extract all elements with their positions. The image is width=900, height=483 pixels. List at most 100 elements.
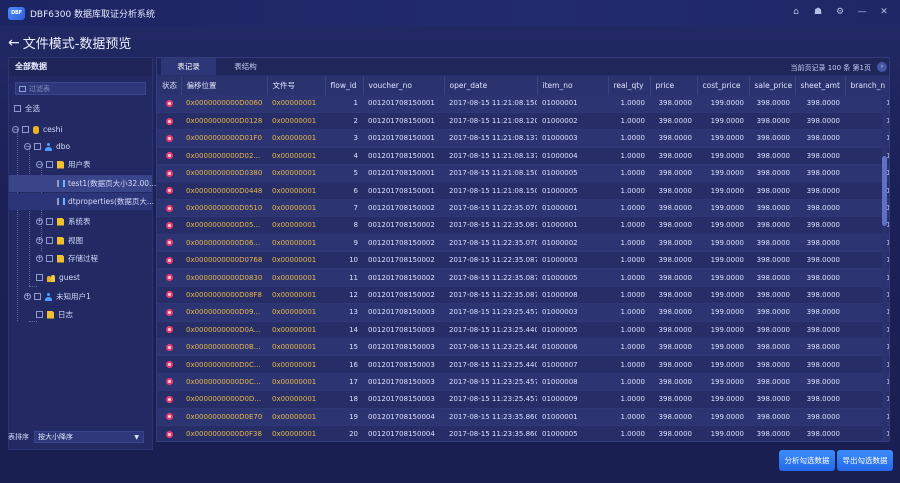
column-header[interactable]: 文件号 bbox=[267, 76, 326, 95]
expand-icon[interactable]: + bbox=[36, 255, 43, 262]
tree-item-unknown-user[interactable]: + 未知用户1 bbox=[24, 288, 91, 305]
checkbox[interactable] bbox=[46, 161, 53, 168]
table-cell: 5 bbox=[325, 164, 363, 183]
table-cell: 000001 bbox=[845, 390, 889, 409]
column-header[interactable]: sheet_amt bbox=[795, 76, 846, 95]
close-icon[interactable]: ✕ bbox=[880, 7, 888, 17]
table-row[interactable]: 0x0000000000D01F0 0x00000001 3 001201708150… bbox=[157, 129, 889, 148]
table-row[interactable]: 0x0000000000D06... 0x00000001 9 00120170815… bbox=[157, 234, 889, 253]
table-cell: 01000004 bbox=[537, 147, 608, 166]
next-page-icon[interactable]: › bbox=[877, 62, 887, 72]
table-row[interactable]: 0x0000000000D0380 0x00000001 5 001201708150… bbox=[157, 164, 889, 183]
table-row[interactable]: 0x0000000000D0F38 0x00000001 20 00120170815… bbox=[157, 425, 889, 441]
collapse-icon[interactable]: − bbox=[36, 161, 43, 168]
scroll-thumb[interactable] bbox=[882, 156, 887, 226]
tree-item-system-tables[interactable]: + 系统表 bbox=[36, 213, 91, 230]
table-row[interactable]: 0x0000000000D02... 0x00000001 4 00120170815… bbox=[157, 147, 889, 166]
table-row[interactable]: 0x0000000000D0C... 0x00000001 16 0012017081… bbox=[157, 355, 889, 374]
checkbox[interactable] bbox=[34, 293, 41, 300]
tree-item-guest[interactable]: guest bbox=[36, 269, 80, 286]
table-row[interactable]: 0x0000000000D0D... 0x00000001 18 0012017081… bbox=[157, 390, 889, 409]
tree-item-user-tables[interactable]: − 用户表 bbox=[36, 156, 91, 173]
column-header[interactable]: voucher_no bbox=[363, 76, 445, 95]
tree-item-log[interactable]: 日志 bbox=[36, 306, 73, 323]
checkbox[interactable] bbox=[22, 126, 29, 133]
column-header[interactable]: real_qty bbox=[608, 76, 651, 95]
deleted-status-icon bbox=[165, 413, 173, 421]
checkbox[interactable] bbox=[57, 180, 59, 187]
table-row[interactable]: 0x0000000000D0830 0x00000001 11 00120170815… bbox=[157, 268, 889, 287]
table-row[interactable]: 0x0000000000D0E70 0x00000001 19 00120170815… bbox=[157, 408, 889, 426]
table-row[interactable]: 0x0000000000D0448 0x00000001 6 001201708150… bbox=[157, 181, 889, 200]
column-header[interactable]: cost_price bbox=[697, 76, 750, 95]
table-cell: 12 bbox=[325, 286, 363, 305]
tree-item-ceshi[interactable]: − ceshi bbox=[12, 121, 62, 138]
column-header[interactable]: branch_n bbox=[845, 76, 889, 95]
table-cell: 001201708150001 bbox=[363, 181, 444, 200]
tree-item-test1[interactable]: test1(数据页大小32.00... bbox=[9, 175, 156, 192]
table-cell: 2017-08-15 11:22:35.087 bbox=[444, 251, 537, 270]
table-row[interactable]: 0x0000000000D0768 0x00000001 10 00120170815… bbox=[157, 251, 889, 270]
checkbox[interactable] bbox=[46, 255, 53, 262]
column-header[interactable]: flow_id bbox=[325, 76, 364, 95]
status-cell bbox=[157, 338, 181, 357]
table-row[interactable]: 0x0000000000D0510 0x00000001 7 001201708150… bbox=[157, 199, 889, 218]
table-row[interactable]: 0x0000000000D0060 0x00000001 1 001201708150… bbox=[157, 95, 889, 113]
expand-icon[interactable]: + bbox=[36, 218, 43, 225]
checkbox[interactable] bbox=[14, 105, 21, 112]
status-cell bbox=[157, 112, 181, 131]
vertical-scrollbar[interactable] bbox=[882, 96, 887, 441]
tab-structure[interactable]: 表结构 bbox=[234, 62, 257, 71]
column-header[interactable]: 状态 bbox=[157, 76, 182, 95]
export-selected-button[interactable]: 导出勾选数据 bbox=[837, 450, 893, 471]
checkbox[interactable] bbox=[46, 218, 53, 225]
table-row[interactable]: 0x0000000000D09... 0x00000001 13 0012017081… bbox=[157, 303, 889, 322]
table-filter-box[interactable] bbox=[15, 82, 146, 95]
checkbox[interactable] bbox=[46, 237, 53, 244]
collapse-icon[interactable]: − bbox=[24, 143, 31, 150]
table-cell: 0x0000000000D09... bbox=[181, 303, 267, 322]
checkbox[interactable] bbox=[36, 274, 43, 281]
tree-item-dbo[interactable]: − dbo bbox=[24, 138, 70, 155]
column-header[interactable]: price bbox=[650, 76, 698, 95]
column-header[interactable]: sale_price bbox=[749, 76, 796, 95]
table-row[interactable]: 0x0000000000D0B... 0x00000001 15 0012017081… bbox=[157, 338, 889, 357]
table-filter-input[interactable] bbox=[29, 84, 129, 93]
home-icon[interactable]: ⌂ bbox=[793, 7, 799, 17]
column-header[interactable]: oper_date bbox=[444, 76, 538, 95]
tree-item-views[interactable]: + 视图 bbox=[36, 232, 83, 249]
settings-icon[interactable]: ⚙ bbox=[835, 7, 845, 17]
table-cell: 000001 bbox=[845, 303, 889, 322]
user-icon[interactable]: ☗ bbox=[813, 7, 823, 17]
table-cell: 199.0000 bbox=[697, 216, 749, 235]
tab-records[interactable]: 表记录 bbox=[161, 58, 216, 75]
checkbox[interactable] bbox=[34, 143, 41, 150]
tree-item-label: 全选 bbox=[25, 104, 40, 113]
table-row[interactable]: 0x0000000000D08F8 0x00000001 12 00120170815… bbox=[157, 286, 889, 305]
analyze-selected-button[interactable]: 分析勾选数据 bbox=[779, 450, 835, 471]
table-row[interactable]: 0x0000000000D05... 0x00000001 8 00120170815… bbox=[157, 216, 889, 235]
column-header[interactable]: 偏移位置 bbox=[181, 76, 268, 95]
table-row[interactable]: 0x0000000000D0C... 0x00000001 17 0012017081… bbox=[157, 373, 889, 392]
table-row[interactable]: 0x0000000000D0A... 0x00000001 14 0012017081… bbox=[157, 321, 889, 339]
expand-icon[interactable]: + bbox=[24, 293, 31, 300]
table-cell: 398.0000 bbox=[749, 286, 795, 305]
tree-item-procedures[interactable]: + 存储过程 bbox=[36, 250, 98, 267]
table-cell: 001201708150002 bbox=[363, 234, 444, 253]
tree-item-select-all[interactable]: 全选 bbox=[14, 100, 40, 117]
expand-icon[interactable]: + bbox=[36, 237, 43, 244]
table-cell: 01000002 bbox=[537, 234, 608, 253]
tree-item-label: guest bbox=[59, 273, 80, 282]
tree-item-dtproperties[interactable]: dtproperties(数据页大... bbox=[9, 193, 154, 210]
column-header[interactable]: item_no bbox=[537, 76, 609, 95]
checkbox[interactable] bbox=[36, 311, 43, 318]
back-arrow-icon[interactable]: ← bbox=[8, 34, 20, 51]
sort-select[interactable]: 按大小降序 ▼ bbox=[34, 431, 144, 443]
collapse-icon[interactable]: − bbox=[12, 126, 19, 133]
checkbox[interactable] bbox=[57, 198, 59, 205]
minimize-icon[interactable]: — bbox=[857, 7, 867, 17]
table-cell: 01000003 bbox=[537, 303, 608, 322]
table-cell: 1.0000 bbox=[608, 129, 650, 148]
table-cell: 398.0000 bbox=[749, 95, 795, 113]
table-row[interactable]: 0x0000000000D0128 0x00000001 2 001201708150… bbox=[157, 112, 889, 131]
